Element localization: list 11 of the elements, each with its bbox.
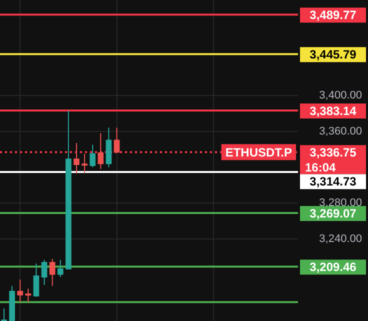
ref-line-label: 3,336.75 xyxy=(310,145,357,160)
y-tick-label: 3,240.00 xyxy=(319,233,362,246)
ref-line-label: 3,445.79 xyxy=(310,47,357,62)
ref-line-label: 3,383.14 xyxy=(310,104,357,118)
y-tick-label: 3,360.00 xyxy=(319,125,362,138)
annotation: ETHUSDT.P xyxy=(225,145,292,160)
ref-line-label: 3,209.46 xyxy=(310,260,357,274)
text: 16:04 xyxy=(305,160,336,174)
ref-line-label: 3,489.77 xyxy=(310,8,357,22)
ref-line-label: 3,314.73 xyxy=(310,174,357,188)
y-tick-label: 3,400.00 xyxy=(319,89,362,102)
